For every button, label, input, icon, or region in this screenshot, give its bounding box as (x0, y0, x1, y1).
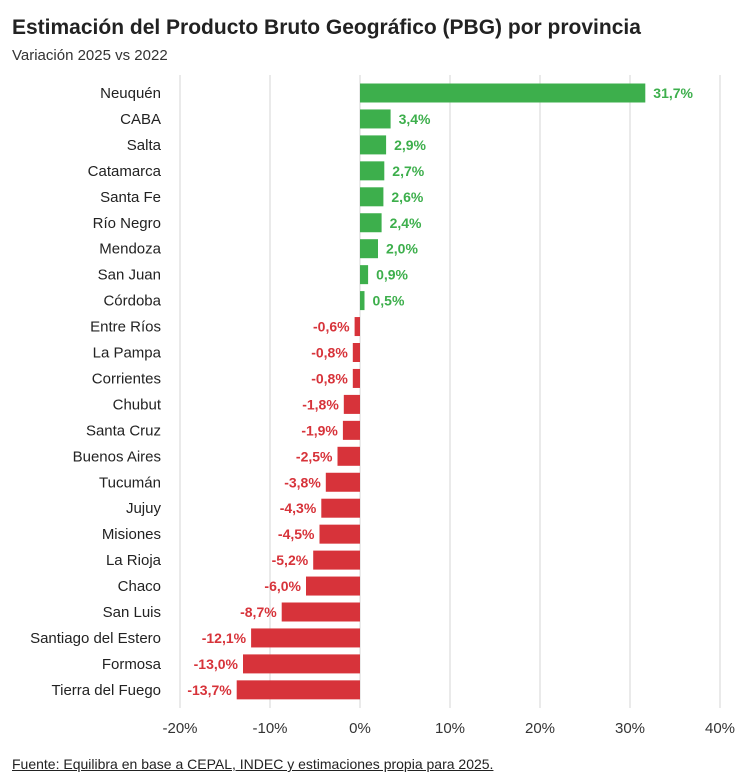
value-label: -13,7% (187, 682, 232, 698)
x-tick-label: 20% (525, 720, 555, 737)
category-label: Río Negro (93, 215, 161, 232)
category-label: Jujuy (126, 500, 162, 517)
bar (360, 265, 369, 285)
bar (342, 420, 360, 440)
bar (352, 343, 360, 362)
category-label: Mendoza (99, 241, 161, 258)
category-labels: Neuquén CABA Salta Catamarca Santa Fe Río Neg… (30, 85, 162, 699)
category-label: San Luis (103, 604, 161, 621)
value-label: -13,0% (194, 656, 239, 672)
x-tick-label: 40% (705, 720, 735, 737)
bar (360, 161, 385, 181)
category-label: Formosa (102, 656, 162, 673)
value-label: 2,0% (386, 241, 418, 257)
value-label: 2,7% (392, 163, 424, 179)
value-label: 0,5% (373, 293, 405, 309)
value-label: -0,8% (311, 345, 348, 361)
category-label: Salta (127, 137, 162, 154)
category-label: Neuquén (100, 85, 161, 102)
value-label: 0,9% (376, 267, 408, 283)
category-label: La Rioja (106, 552, 162, 569)
x-tick-label: 30% (615, 720, 645, 737)
bar (343, 394, 360, 414)
bar (319, 524, 360, 544)
category-label: CABA (120, 111, 161, 128)
bar (313, 550, 360, 570)
value-label: -3,8% (284, 474, 321, 490)
value-label: 2,4% (390, 215, 422, 231)
value-label: -6,0% (264, 578, 301, 594)
bar (360, 291, 365, 311)
bar (360, 135, 387, 155)
source-note: Fuente: Equilibra en base a CEPAL, INDEC… (12, 756, 494, 772)
category-label: Córdoba (103, 293, 161, 310)
category-label: Santa Fe (100, 189, 161, 206)
value-label: -4,3% (280, 500, 317, 516)
x-tick-label: -10% (252, 720, 287, 737)
category-label: Misiones (102, 526, 161, 543)
chart-subtitle: Variación 2025 vs 2022 (12, 47, 168, 64)
bar (243, 654, 360, 674)
value-label: 2,9% (394, 137, 426, 153)
category-label: Entre Ríos (90, 319, 161, 336)
value-label: -0,8% (311, 370, 348, 386)
category-label: Corrientes (92, 370, 161, 387)
x-axis-ticks: -20% -10% 0% 10% 20% 30% 40% (162, 720, 735, 737)
x-tick-label: 10% (435, 720, 465, 737)
value-label: 3,4% (399, 111, 431, 127)
value-label: 2,6% (391, 189, 423, 205)
category-label: Tucumán (99, 474, 161, 491)
value-labels: 31,7% 3,4% 2,9% 2,7% 2,6% 2,4% 2,0% 0,9% 0,5% -0,… (187, 85, 693, 698)
value-label: -5,2% (272, 552, 309, 568)
value-label: -2,5% (296, 448, 333, 464)
value-label: -1,8% (302, 396, 339, 412)
bar (360, 83, 646, 103)
bar (360, 109, 391, 129)
value-label: -0,6% (313, 319, 350, 335)
value-label: 31,7% (653, 85, 693, 101)
bar (236, 680, 360, 700)
chart-title: Estimación del Producto Bruto Geográfico… (12, 16, 641, 39)
bars (236, 83, 646, 700)
value-label: -12,1% (202, 630, 247, 646)
category-label: La Pampa (93, 345, 162, 362)
category-label: Tierra del Fuego (52, 682, 162, 699)
category-label: Chubut (113, 396, 162, 413)
bar (360, 213, 382, 233)
bar (337, 446, 360, 466)
bar (321, 498, 360, 518)
value-label: -4,5% (278, 526, 315, 542)
bar (360, 187, 384, 207)
category-label: Santa Cruz (86, 422, 161, 439)
value-label: -8,7% (240, 604, 277, 620)
bar (281, 602, 360, 622)
bar (352, 368, 360, 388)
bar-chart: Neuquén CABA Salta Catamarca Santa Fe Río Neg… (30, 75, 735, 737)
value-label: -1,9% (301, 422, 338, 438)
category-label: Catamarca (88, 163, 162, 180)
category-label: Santiago del Estero (30, 630, 161, 647)
bar (354, 317, 360, 337)
bar (325, 472, 360, 492)
category-label: Buenos Aires (73, 448, 161, 465)
x-tick-label: -20% (162, 720, 197, 737)
bar (360, 239, 378, 259)
bar (251, 628, 360, 648)
x-tick-label: 0% (349, 720, 371, 737)
category-label: San Juan (98, 267, 161, 284)
bar (306, 576, 360, 596)
category-label: Chaco (118, 578, 161, 595)
